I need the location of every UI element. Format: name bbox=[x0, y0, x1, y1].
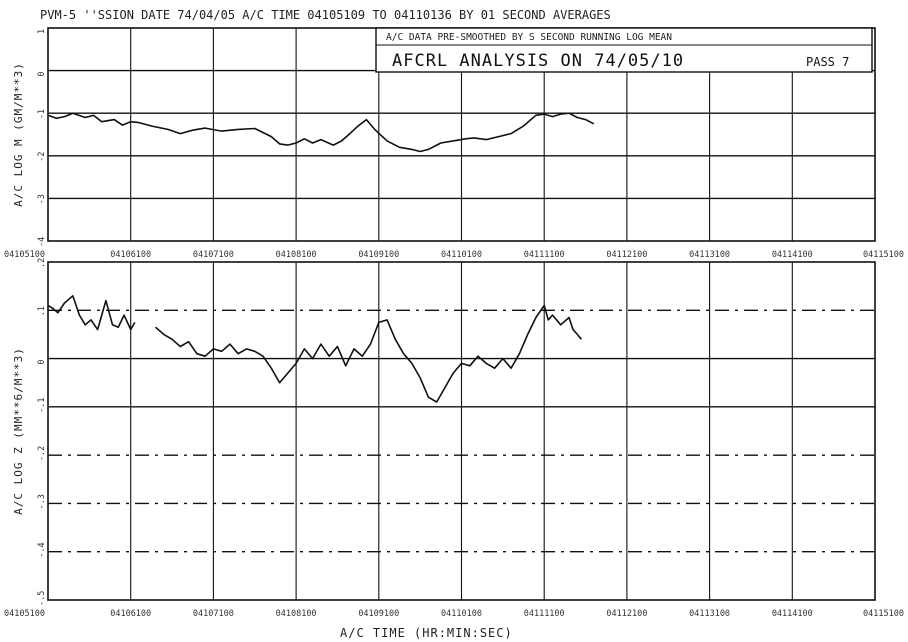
annotation-line2: AFCRL ANALYSIS ON 74/05/10 bbox=[392, 51, 684, 71]
y-tick-label: -2 bbox=[37, 152, 47, 162]
series-line-top-0 bbox=[47, 112, 595, 153]
x-tick-label: 04106100 bbox=[110, 250, 151, 260]
y-tick-label: 1 bbox=[37, 29, 47, 34]
y-tick-label: -.2 bbox=[37, 446, 47, 461]
x-tick-label: 04113100 bbox=[689, 250, 730, 260]
y-tick-label: .1 bbox=[37, 306, 47, 316]
y-tick-label: -1 bbox=[37, 109, 47, 119]
y-tick-label: -3 bbox=[37, 194, 47, 204]
x-tick-label: 04105100 bbox=[4, 250, 45, 260]
x-tick-label: 04108100 bbox=[276, 250, 317, 260]
x-tick-label: 04113100 bbox=[689, 609, 730, 619]
x-tick-label: 04114100 bbox=[772, 250, 813, 260]
y-tick-label: -4 bbox=[37, 237, 47, 247]
y-axis-label-bottom: A/C LOG Z (MM**6/M**3) bbox=[12, 347, 25, 515]
y-tick-label: -.4 bbox=[37, 542, 47, 557]
y-axis-label-top: A/C LOG M (GM/M**3) bbox=[12, 62, 25, 207]
series-line-bottom-0 bbox=[47, 295, 136, 331]
y-tick-label: 0 bbox=[37, 359, 47, 364]
x-tick-label: 04109100 bbox=[358, 250, 399, 260]
x-tick-label: 04115100 bbox=[863, 250, 904, 260]
x-tick-label: 04110100 bbox=[441, 609, 482, 619]
x-tick-label: 04107100 bbox=[193, 609, 234, 619]
y-tick-label: -.1 bbox=[37, 397, 47, 412]
x-tick-label: 04108100 bbox=[276, 609, 317, 619]
annotation-line1: A/C DATA PRE-SMOOTHED BY S SECOND RUNNIN… bbox=[386, 32, 672, 43]
x-axis-label: A/C TIME (HR:MIN:SEC) bbox=[340, 626, 513, 640]
x-tick-label: 04112100 bbox=[606, 609, 647, 619]
y-tick-label: .2 bbox=[37, 258, 47, 268]
x-tick-label: 04107100 bbox=[193, 250, 234, 260]
annotation-pass: PASS 7 bbox=[806, 55, 849, 69]
x-tick-label: 04110100 bbox=[441, 250, 482, 260]
x-tick-label: 04115100 bbox=[863, 609, 904, 619]
y-tick-label: -.3 bbox=[37, 494, 47, 509]
panel-bottom: .2 .1 0 -.1 -.2 -.3 -.4 -.5 A/C LOG Z (MM**6/M**… bbox=[4, 258, 904, 619]
x-tick-label: 04109100 bbox=[358, 609, 399, 619]
plot-frame-bottom bbox=[47, 261, 876, 601]
x-tick-label: 04111100 bbox=[524, 609, 565, 619]
series-line-bottom-1 bbox=[154, 304, 583, 403]
x-tick-label: 04114100 bbox=[772, 609, 813, 619]
header-title: PVM-5 ''SSION DATE 74/04/05 A/C TIME 041… bbox=[40, 8, 611, 22]
x-tick-label: 04106100 bbox=[110, 609, 151, 619]
annotation-box: A/C DATA PRE-SMOOTHED BY S SECOND RUNNIN… bbox=[375, 27, 873, 73]
x-tick-label: 04111100 bbox=[524, 250, 565, 260]
y-tick-label: -.5 bbox=[37, 591, 47, 606]
x-tick-label: 04112100 bbox=[606, 250, 647, 260]
x-tick-label: 04105100 bbox=[4, 609, 45, 619]
y-tick-label: 0 bbox=[37, 71, 47, 76]
